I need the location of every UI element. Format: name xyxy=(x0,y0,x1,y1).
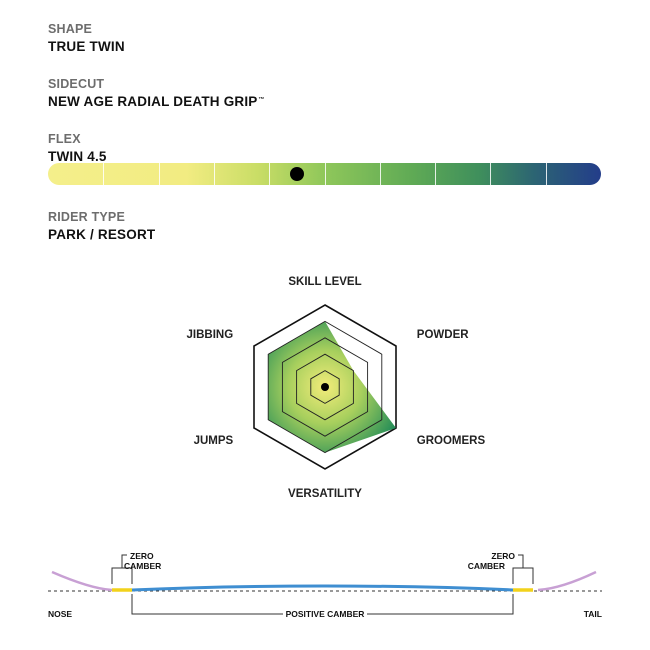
flex-tick xyxy=(379,163,381,185)
tail-label: TAIL xyxy=(584,609,602,619)
flex-tick xyxy=(103,163,105,185)
camber-base xyxy=(131,584,514,592)
rider-type-value: PARK / RESORT xyxy=(48,227,156,242)
radar-grid-ring xyxy=(267,320,383,454)
right-zero-label-line1: ZERO xyxy=(491,551,515,561)
camber-profile: ZERO CAMBER ZERO CAMBER POSITIVE CAMBER … xyxy=(48,551,602,619)
flex-spec: FLEX TWIN 4.5 xyxy=(48,132,107,164)
radar-chart: SKILL LEVEL POWDER GROOMERS VERSATILITY JUMP… xyxy=(187,276,486,500)
radar-center-dot xyxy=(321,383,329,391)
shape-value: TRUE TWIN xyxy=(48,39,125,54)
radar-grid-ring xyxy=(310,370,340,404)
radar-axis-label-versatility: VERSATILITY xyxy=(288,488,362,500)
sidecut-value: NEW AGE RADIAL DEATH GRIP xyxy=(48,94,258,109)
flex-label: FLEX xyxy=(48,132,81,146)
radar-axis-label-powder: POWDER xyxy=(417,329,469,341)
flex-tick xyxy=(545,163,547,185)
flex-rating-marker xyxy=(289,167,304,181)
radar-axis-label-jibbing: JIBBING xyxy=(187,329,234,341)
positive-camber-label: POSITIVE CAMBER xyxy=(286,609,365,619)
radar-grid-ring xyxy=(281,337,369,437)
flex-value: TWIN 4.5 xyxy=(48,149,107,164)
nose-label: NOSE xyxy=(48,609,72,619)
radar-axis-label-jumps: JUMPS xyxy=(194,435,234,447)
radar-data-area xyxy=(268,321,396,453)
right-zero-label-line2: CAMBER xyxy=(468,561,505,571)
sidecut-spec: SIDECUT NEW AGE RADIAL DEATH GRIP™ xyxy=(48,77,265,109)
flex-tick xyxy=(213,163,215,185)
nose-tip xyxy=(51,570,113,592)
shape-label: SHAPE xyxy=(48,22,93,36)
rider-type-spec: RIDER TYPE PARK / RESORT xyxy=(48,210,155,242)
flex-tick xyxy=(158,163,160,185)
tail-tip xyxy=(537,570,597,592)
trademark-symbol: ™ xyxy=(258,96,265,103)
sidecut-label: SIDECUT xyxy=(48,77,105,91)
positive-camber-bracket xyxy=(131,594,514,615)
rider-type-label: RIDER TYPE xyxy=(48,210,126,224)
left-zero-bracket xyxy=(111,554,133,584)
flex-tick xyxy=(324,163,326,185)
right-zero-bracket xyxy=(512,554,534,584)
radar-grid-ring xyxy=(296,353,354,421)
flex-tick xyxy=(435,163,437,185)
left-zero-label-line1: ZERO xyxy=(130,551,154,561)
flex-scale-bar xyxy=(48,163,601,185)
flex-tick xyxy=(269,163,271,185)
radar-axis-label-skill-level: SKILL LEVEL xyxy=(288,276,361,288)
radar-axis-label-groomers: GROOMERS xyxy=(417,435,486,447)
flex-tick xyxy=(490,163,492,185)
left-zero-label-line2: CAMBER xyxy=(124,561,161,571)
sidecut-value-line: NEW AGE RADIAL DEATH GRIP™ xyxy=(48,94,265,109)
shape-spec: SHAPE TRUE TWIN xyxy=(48,22,125,54)
